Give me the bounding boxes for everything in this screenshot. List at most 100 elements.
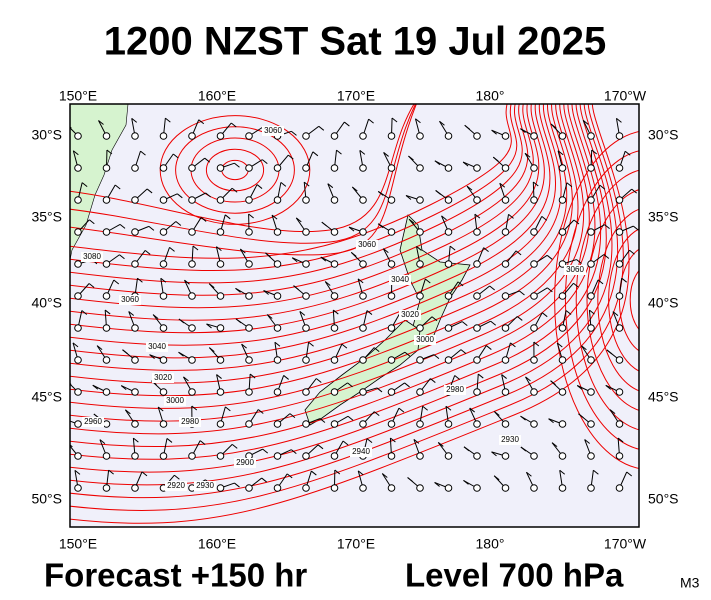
barb-station — [473, 452, 481, 460]
title: 1200 NZST Sat 19 Jul 2025 — [104, 20, 607, 64]
barb-flag — [491, 129, 497, 135]
contour — [175, 126, 295, 214]
barb-station — [416, 420, 424, 428]
barb-station — [159, 196, 168, 204]
barb-flag — [199, 440, 206, 446]
barb-station — [387, 420, 396, 428]
barb-station — [188, 292, 196, 300]
barb-station — [501, 484, 510, 492]
barb-station — [416, 164, 424, 172]
barb-station — [416, 228, 424, 236]
barb-station — [359, 164, 367, 172]
contour-label-box — [194, 481, 216, 491]
contour-label-box — [81, 252, 103, 262]
lat-label-right: 35°S — [648, 209, 679, 225]
barb-flag — [377, 191, 384, 196]
barb-flag — [317, 444, 324, 450]
barb-station — [387, 132, 396, 140]
barb-flag — [413, 438, 420, 444]
barb-flag — [383, 248, 389, 254]
barb-flag — [510, 342, 516, 348]
barb-station — [501, 164, 510, 172]
barb-station — [587, 484, 595, 492]
barb-station — [615, 132, 624, 140]
barb-flag — [324, 281, 331, 286]
barb-flag — [96, 345, 103, 350]
barb-flag — [92, 384, 99, 390]
barb-station — [245, 196, 253, 204]
barb-station — [473, 324, 481, 332]
barb-flag — [532, 181, 539, 187]
lat-label-right: 50°S — [648, 491, 679, 507]
barb-flag — [548, 418, 554, 424]
barb-flag — [141, 471, 148, 477]
barb-station — [444, 164, 453, 172]
wind-barbs — [70, 117, 639, 492]
barb-station — [615, 228, 624, 236]
contour — [564, 150, 639, 450]
barb-station — [359, 196, 367, 204]
contour — [70, 104, 529, 296]
barb-flag — [191, 405, 198, 411]
barb-station — [159, 164, 168, 172]
barb-flag — [165, 117, 171, 123]
barb-flag — [629, 249, 635, 255]
barb-station — [444, 324, 453, 332]
barb-station — [159, 452, 168, 460]
barb-station — [216, 452, 225, 460]
barb-station — [102, 388, 111, 396]
barb-station — [188, 164, 196, 172]
forecast-label: Forecast +150 hr — [44, 557, 307, 594]
barb-station — [558, 356, 567, 364]
contour — [608, 228, 639, 372]
barb-station — [530, 324, 538, 332]
barb-flag — [609, 409, 616, 415]
lon-label-top: 160°E — [198, 88, 236, 104]
barb-station — [302, 228, 310, 236]
barb-flag — [597, 279, 604, 285]
barb-station — [216, 324, 225, 332]
barb-flag — [474, 213, 481, 219]
barb-flag — [291, 257, 298, 263]
barb-station — [615, 420, 624, 428]
contour-label-box — [350, 447, 372, 457]
barb-flag — [405, 195, 412, 200]
barb-flag — [460, 349, 467, 355]
barb-station — [273, 324, 282, 332]
barb-station — [473, 132, 481, 140]
contour-label-box — [146, 342, 168, 352]
barb-flag — [256, 184, 263, 189]
barb-station — [387, 164, 396, 172]
barb-flag — [125, 409, 131, 415]
contour — [70, 104, 417, 256]
barb-flag — [99, 439, 106, 445]
barb-station — [501, 196, 510, 204]
barb-flag — [98, 120, 104, 125]
contour-label: 3060 — [264, 126, 282, 135]
barb-station — [302, 452, 310, 460]
barb-station — [273, 484, 282, 492]
barb-flag — [439, 120, 445, 126]
barb-flag — [593, 469, 599, 475]
australia-land — [70, 104, 129, 261]
barb-flag — [445, 405, 452, 411]
barb-flag — [89, 219, 95, 225]
barb-station — [102, 292, 111, 300]
barb-station — [159, 228, 168, 236]
barb-flag — [631, 188, 638, 194]
barb-station — [273, 196, 282, 204]
barb-station — [416, 484, 424, 492]
barb-station — [530, 196, 538, 204]
barb-station — [530, 484, 538, 492]
barb-station — [501, 420, 510, 428]
barb-flag — [437, 442, 444, 447]
barb-flag — [525, 376, 531, 382]
barb-station — [245, 260, 253, 268]
barb-station — [131, 324, 139, 332]
barb-station — [444, 356, 453, 364]
barb-station — [188, 324, 196, 332]
barb-flag — [312, 151, 319, 157]
barb-flag — [368, 118, 374, 124]
model-code: M3 — [680, 575, 700, 591]
barb-station — [74, 164, 82, 172]
